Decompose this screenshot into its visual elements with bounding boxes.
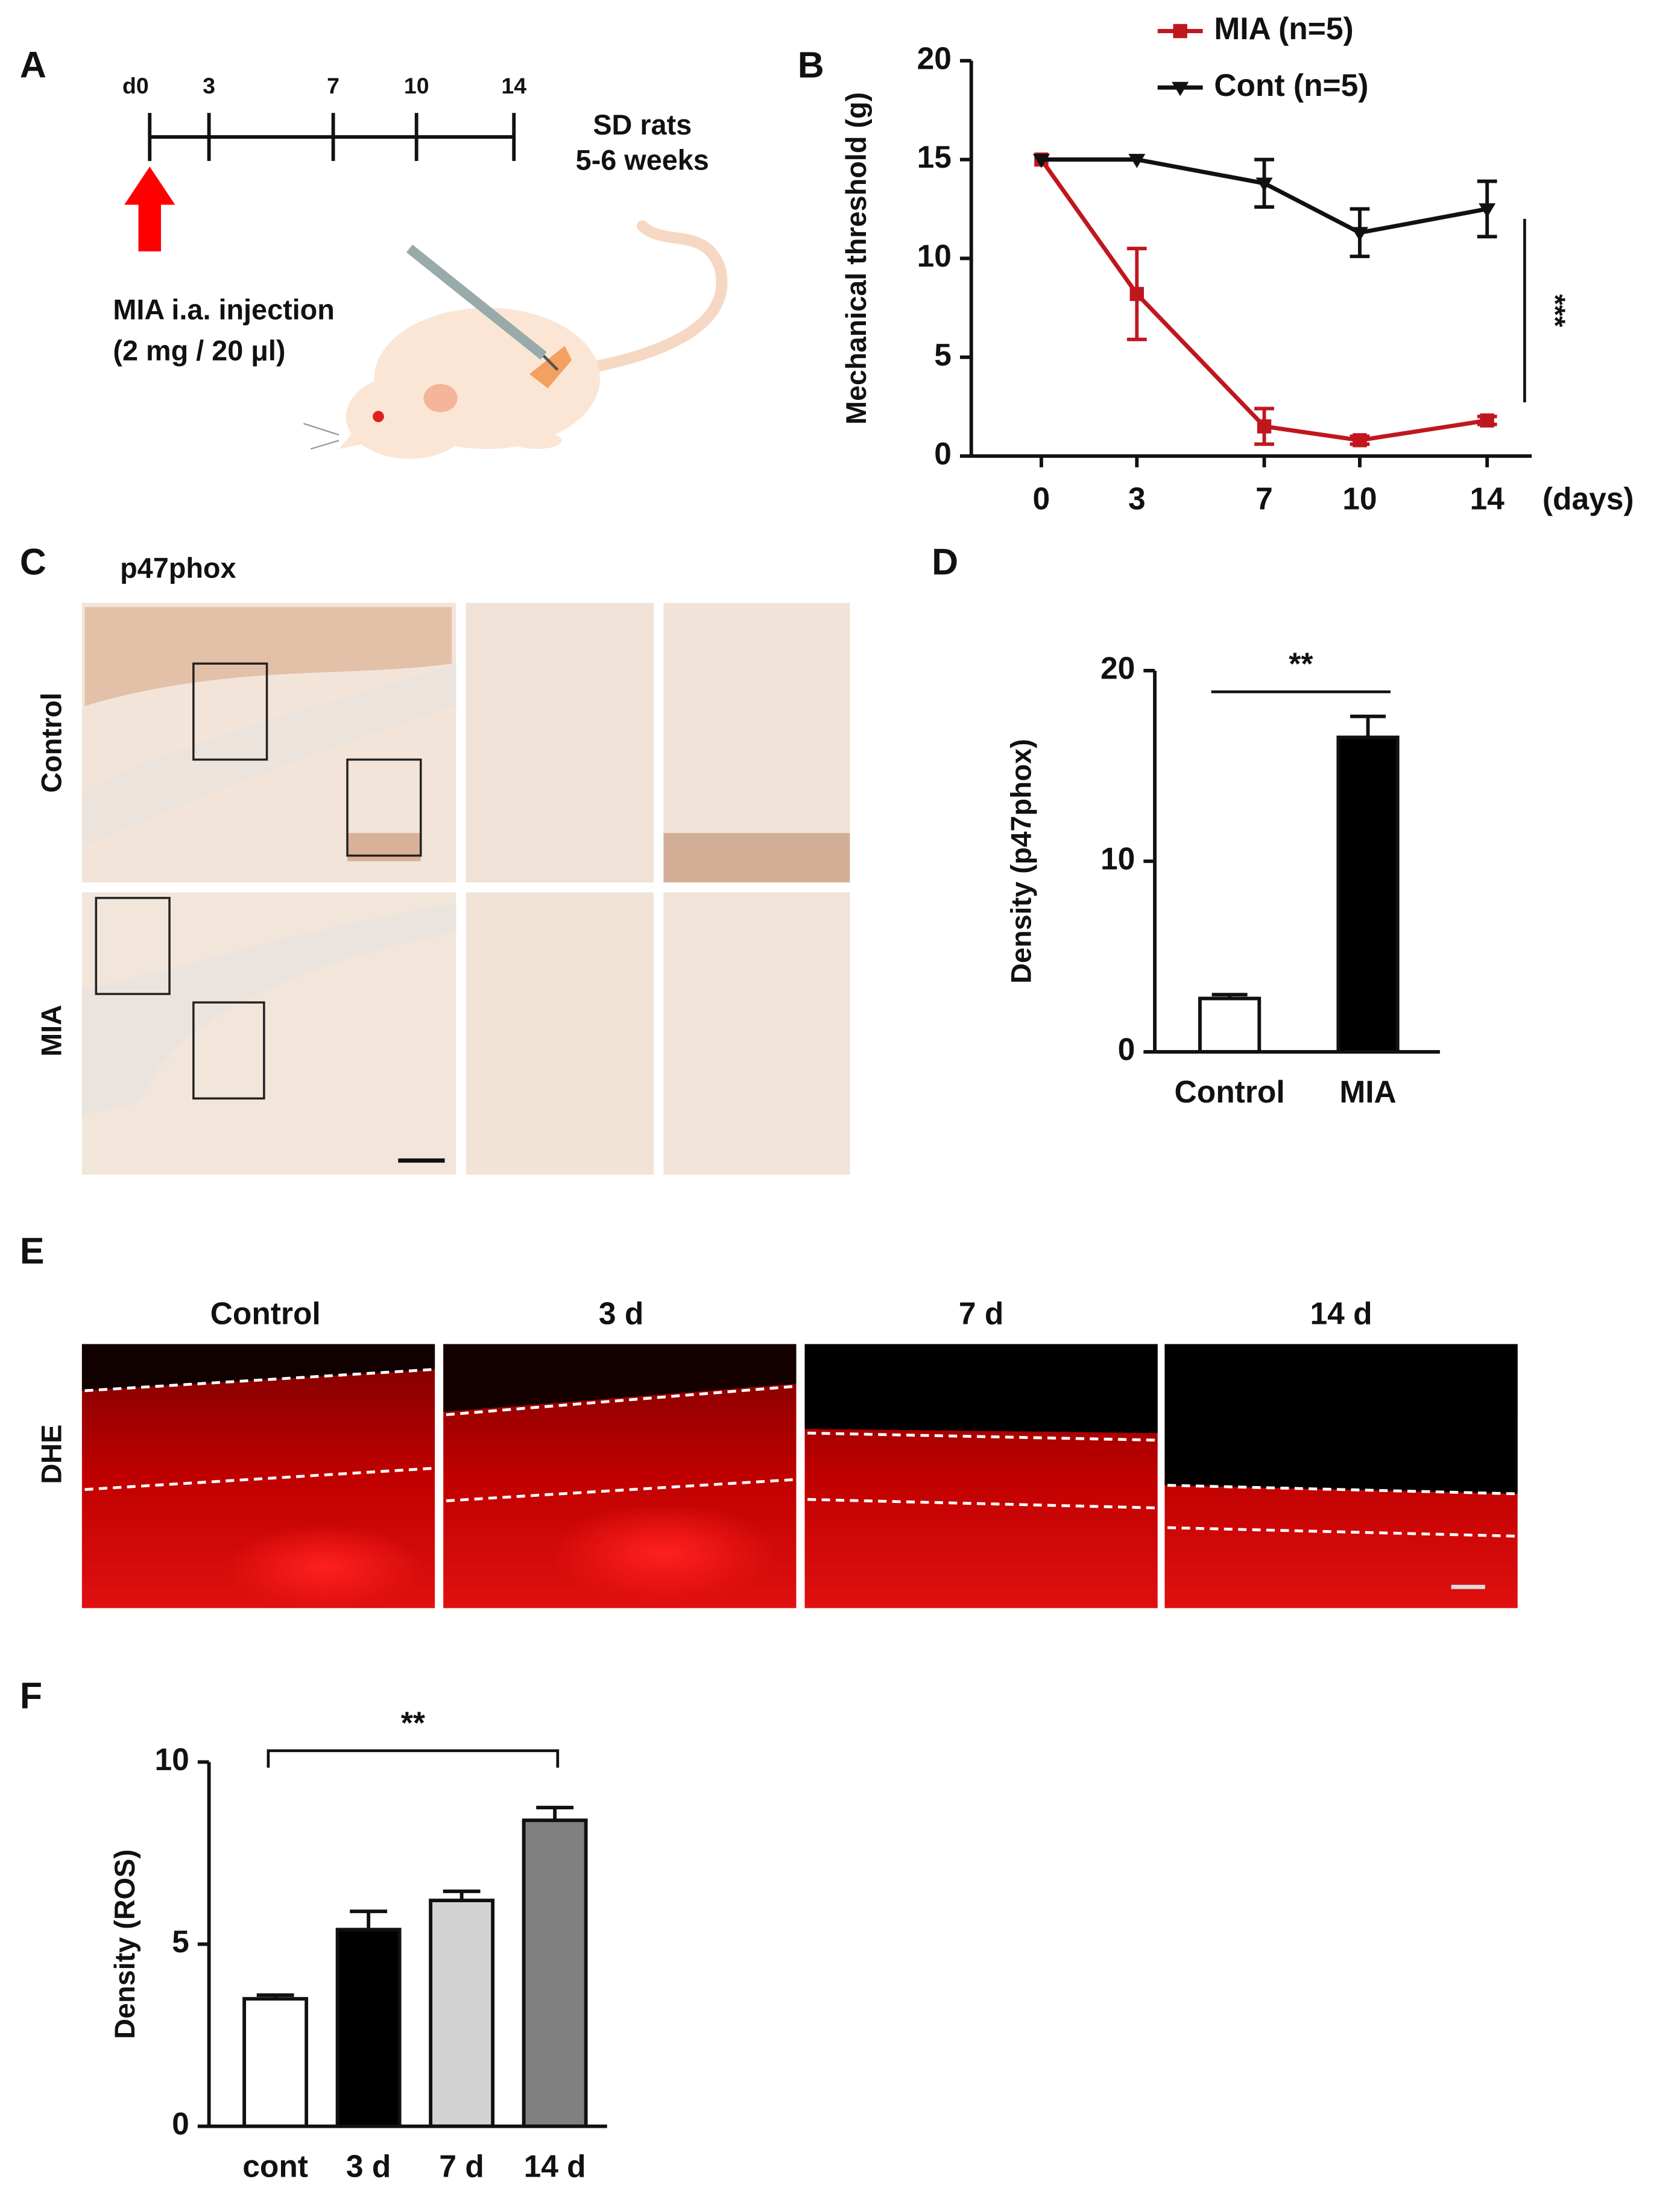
bar — [242, 1997, 309, 2128]
annotation: *** — [1539, 294, 1571, 327]
error-bar — [350, 1909, 388, 1930]
micrographs: p47phox Control MIA — [36, 552, 850, 1175]
injection-label: MIA i.a. injection — [113, 294, 334, 326]
panel-label: B — [798, 44, 824, 85]
x-tick-label: 0 — [1033, 481, 1050, 516]
y-tick-label: 10 — [1101, 841, 1135, 876]
timeline-label: 10 — [404, 73, 429, 98]
panel-label: E — [20, 1230, 45, 1271]
x-tick-label: 3 d — [346, 2148, 391, 2183]
data-point — [1479, 203, 1496, 218]
x-tick-label: 14 d — [524, 2148, 586, 2183]
data-point — [1032, 154, 1050, 168]
annotation: ** — [1289, 647, 1313, 682]
y-tick-label: 0 — [1118, 1032, 1135, 1067]
y-axis-label: Density (p47phox) — [1006, 739, 1037, 984]
column-label: 3 d — [599, 1295, 643, 1330]
error-bar — [536, 1806, 574, 1821]
dhe-images: DHE Control 3 d 7 d 14 d — [36, 1295, 1518, 1610]
legend-marker — [1172, 81, 1189, 96]
legend-marker — [1173, 24, 1187, 39]
panel-label: A — [20, 44, 46, 85]
y-tick-label: 10 — [917, 238, 952, 273]
y-tick-label: 20 — [1101, 651, 1135, 686]
data-point — [1351, 227, 1368, 241]
note: SD rats — [593, 109, 692, 141]
panel-label: F — [20, 1675, 42, 1716]
timeline-label: 14 — [501, 73, 526, 98]
column-label: 7 d — [959, 1295, 1003, 1330]
rat-illustration — [303, 220, 728, 459]
error-bar — [1350, 714, 1386, 738]
y-tick-label: 15 — [917, 139, 952, 174]
y-tick-label: 5 — [934, 337, 952, 372]
note: 5-6 weeks — [576, 145, 709, 176]
y-tick-label: 0 — [172, 2106, 189, 2141]
bar — [429, 1899, 495, 2128]
row-label: DHE — [36, 1425, 67, 1484]
timeline-label: 3 — [203, 73, 215, 98]
x-axis-label: (days) — [1543, 481, 1634, 516]
y-tick-label: 5 — [172, 1924, 189, 1959]
x-tick-label: 7 — [1255, 481, 1273, 516]
annotation: ** — [401, 1705, 425, 1740]
arrow — [124, 166, 175, 251]
x-tick-label: 7 d — [439, 2148, 484, 2183]
timeline-label: d0 — [122, 73, 149, 98]
data-point — [1128, 154, 1146, 168]
panel-label: D — [932, 541, 958, 582]
data-point — [1480, 413, 1494, 428]
row-label: MIA — [36, 1005, 67, 1057]
x-tick-label: 3 — [1128, 481, 1146, 516]
timeline-ticks — [148, 113, 516, 161]
y-axis-label: Density (ROS) — [109, 1849, 141, 2039]
x-tick-label: cont — [242, 2148, 308, 2183]
data-point — [1257, 419, 1272, 434]
data-point — [1353, 433, 1367, 448]
timeline-label: 7 — [327, 73, 339, 98]
bar — [1336, 735, 1400, 1054]
row-label: Control — [36, 692, 67, 792]
y-tick-label: 20 — [917, 40, 952, 75]
legend-label: Cont (n=5) — [1214, 68, 1368, 103]
x-tick-label: 14 — [1470, 481, 1505, 516]
x-tick-label: MIA — [1339, 1074, 1396, 1109]
bar — [1198, 996, 1262, 1054]
x-tick-label: Control — [1175, 1074, 1285, 1109]
significance-line — [267, 1749, 560, 1768]
panel-label: C — [20, 541, 46, 582]
stain-label: p47phox — [120, 552, 236, 584]
data-point — [1129, 286, 1145, 302]
y-axis-label: Mechanical threshold (g) — [841, 92, 872, 425]
bar — [335, 1928, 402, 2128]
y-tick-label: 10 — [155, 1742, 189, 1777]
column-label: Control — [210, 1295, 321, 1330]
timeline: d0 3 7 10 14 SD rats 5-6 weeks MIA i.a. … — [113, 73, 709, 367]
micrograph-images — [81, 603, 850, 1175]
x-tick-label: 10 — [1342, 481, 1377, 516]
legend-label: MIA (n=5) — [1214, 11, 1353, 46]
column-label: 14 d — [1310, 1295, 1372, 1330]
data-point — [1255, 177, 1273, 192]
bar — [522, 1818, 588, 2128]
y-tick-label: 0 — [934, 436, 952, 471]
injection-label: (2 mg / 20 μl) — [113, 335, 285, 367]
